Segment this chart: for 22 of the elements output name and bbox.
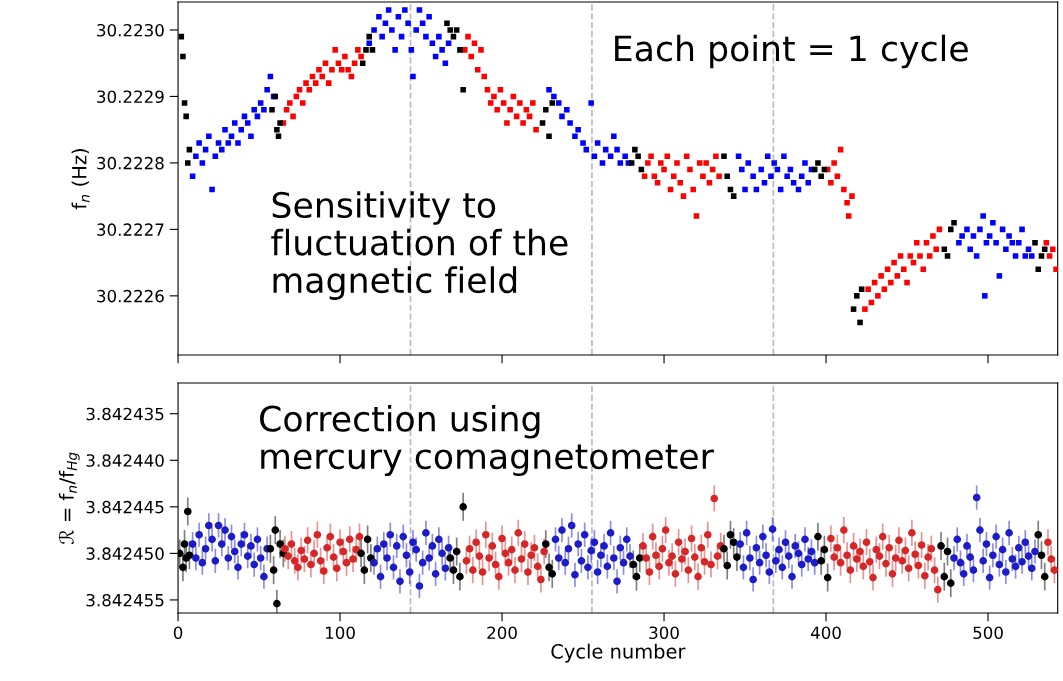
annotation: Correction using mercury comagnetometer: [260, 404, 714, 477]
x-axis-title: Cycle number: [551, 643, 686, 663]
y-tick-label: 3.842435: [86, 407, 164, 421]
y-tick-label: 30.2230: [97, 23, 164, 37]
y-tick-label: 3.842445: [86, 500, 164, 514]
y-tick-label: 30.2229: [97, 90, 164, 103]
y-axis-title: ℛ = f$_{n}$/f$_{Hg}$: [58, 452, 80, 545]
y-tick-label: 30.2228: [97, 156, 164, 170]
y-tick-label: 30.2226: [97, 289, 164, 303]
y-axis-title: f$_{n}$ (Hz): [71, 149, 90, 210]
y-tick-label: 3.842450: [86, 547, 164, 560]
x-tick-label: 400: [810, 626, 841, 640]
x-tick-label: 300: [649, 626, 679, 640]
x-tick-label: 200: [487, 626, 517, 640]
annotation: Each point = 1 cycle: [615, 34, 968, 69]
y-tick-label: 3.842440: [86, 454, 164, 467]
y-tick-label: 30.2227: [97, 223, 164, 236]
x-tick-label: 100: [325, 626, 355, 640]
x-tick-label: 0: [173, 626, 183, 640]
y-tick-label: 3.842455: [86, 593, 164, 607]
annotation: Sensitivity to fluctuation of the magnetic field: [271, 191, 568, 300]
x-tick-label: 500: [973, 626, 1003, 640]
